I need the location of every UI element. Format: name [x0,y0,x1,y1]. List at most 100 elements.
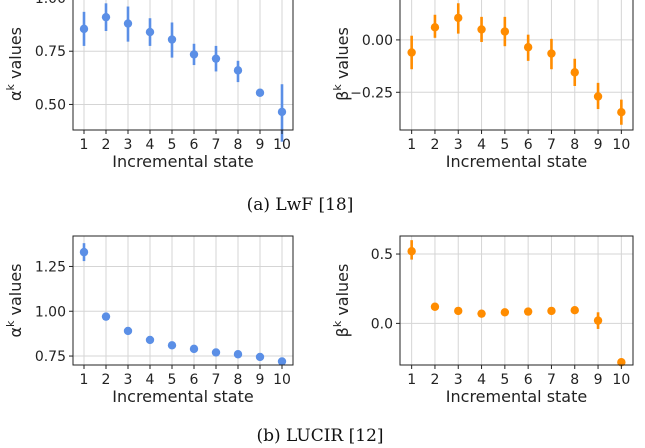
data-point [593,316,603,325]
data-point [101,12,111,22]
data-point [277,357,287,366]
data-point [123,326,133,336]
data-point [189,50,199,59]
data-point [211,348,221,357]
data-point [570,68,579,77]
data-point [255,352,265,362]
x-axis-label: Incremental state [112,152,253,171]
data-point [430,23,440,32]
data-point [617,107,626,117]
caption-lwf: (a) LwF [18] [247,195,354,215]
data-point [547,306,556,316]
plot-frame [399,235,634,366]
y-tick-label: 0.0 [371,316,393,332]
x-axis-label: Incremental state [112,387,253,406]
data-point [407,48,416,57]
x-tick-label: 1 [80,372,89,388]
x-tick-label: 6 [190,137,199,153]
x-tick-label: 10 [273,137,291,153]
data-point [430,302,440,311]
x-tick-label: 6 [190,372,199,388]
x-tick-label: 7 [212,137,221,153]
data-point [101,312,111,321]
x-tick-label: 10 [612,372,630,388]
panel-lucir-beta: 1 2 3 4 5 6 7 8 9 10 0.0 0.5 Incremental state βk val… [331,235,634,406]
x-tick-label: 2 [102,372,111,388]
plot-frame [72,235,294,366]
data-point [500,27,510,36]
data-point [593,92,603,101]
data-point [477,309,486,318]
x-tick-label: 7 [547,137,556,153]
x-tick-label: 3 [124,137,133,153]
y-tick-label: 1.00 [35,0,66,7]
y-tick-label: 0.00 [362,33,393,49]
y-tick-label: 0.75 [35,349,66,365]
data-point [233,66,243,75]
panel-lucir-alpha: 1 2 3 4 5 6 7 8 9 10 0.75 1.00 1.25 Incremental state… [4,235,294,406]
data-point [145,27,155,37]
x-tick-label: 9 [594,372,603,388]
data-point [454,13,463,23]
x-tick-label: 10 [612,137,630,153]
data-point [407,247,416,256]
x-tick-label: 3 [454,372,463,388]
x-tick-label: 8 [570,137,579,153]
data-point [79,24,89,34]
y-axis-label: αk values [4,27,25,101]
data-point [145,335,155,345]
x-tick-label: 9 [256,372,265,388]
plot-frame [399,0,634,131]
x-tick-label: 4 [146,137,155,153]
x-tick-label: 5 [168,137,177,153]
x-tick-label: 1 [407,372,416,388]
x-tick-label: 1 [407,137,416,153]
x-tick-label: 7 [547,372,556,388]
x-axis-label: Incremental state [446,152,587,171]
data-point [255,88,265,97]
x-tick-label: 9 [256,137,265,153]
y-axis-label: αk values [4,263,25,337]
x-tick-label: 9 [594,137,603,153]
x-tick-label: 3 [124,372,133,388]
data-point [500,308,510,317]
x-tick-label: 8 [570,372,579,388]
x-tick-label: 2 [102,137,111,153]
x-tick-label: 4 [477,137,486,153]
data-point [167,341,177,350]
data-point [547,49,556,58]
data-point [79,247,89,257]
x-tick-label: 10 [273,372,291,388]
y-tick-label: 0.75 [35,44,66,60]
x-tick-label: 5 [168,372,177,388]
x-tick-label: 8 [234,137,243,153]
data-point [523,43,533,52]
data-point [277,107,287,117]
x-tick-label: 7 [212,372,221,388]
x-tick-label: 5 [500,137,509,153]
x-tick-label: 4 [146,372,155,388]
x-tick-label: 1 [80,137,89,153]
x-tick-label: 2 [430,372,439,388]
x-tick-label: 4 [477,372,486,388]
plot-frame [72,0,294,131]
y-axis-label: βk values [331,264,352,338]
y-tick-label: 0.5 [371,247,393,263]
data-point [617,358,626,367]
y-axis-label: βk values [331,27,352,101]
x-tick-label: 6 [524,137,533,153]
data-point [454,306,463,316]
data-point [523,307,533,316]
x-axis-label: Incremental state [446,387,587,406]
x-tick-label: 8 [234,372,243,388]
y-tick-label: 1.25 [35,259,66,275]
x-tick-label: 6 [524,372,533,388]
x-tick-label: 5 [500,372,509,388]
y-tick-label: 1.00 [35,304,66,320]
y-tick-label: 0.50 [35,97,66,113]
x-tick-label: 2 [430,137,439,153]
data-point [233,350,243,359]
data-point [167,35,177,44]
